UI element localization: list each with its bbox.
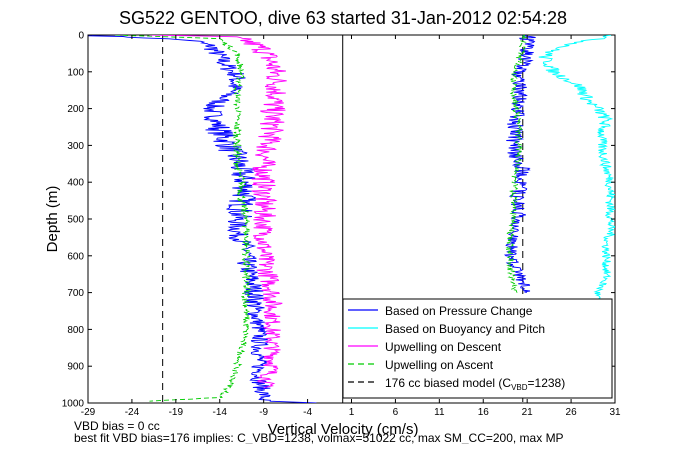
series-layer	[88, 35, 615, 403]
y-tick-label: 1000	[62, 399, 85, 410]
y-tick-label: 800	[67, 325, 84, 336]
x-tick-label: -29	[81, 407, 96, 418]
legend-label: Upwelling on Descent	[385, 340, 502, 354]
x-tick-label: 16	[478, 407, 490, 418]
y-axis-label: Depth (m)	[44, 186, 61, 253]
series-line	[115, 35, 252, 402]
x-tick-label: -9	[259, 407, 268, 418]
y-tick-label: 700	[67, 288, 84, 299]
x-tick-label: -19	[169, 407, 184, 418]
legend-label: Based on Pressure Change	[385, 304, 533, 318]
y-tick-label: 200	[67, 104, 84, 115]
y-tick-label: 100	[67, 67, 84, 78]
series-line	[538, 35, 615, 301]
y-tick-label: 300	[67, 141, 84, 152]
x-axis-label: Vertical Velocity (cm/s)	[268, 421, 419, 438]
y-tick-label: 900	[67, 362, 84, 373]
y-tick-label: 400	[67, 178, 84, 189]
legend-box	[342, 298, 613, 399]
footer-notes: VBD bias = 0 cc best fit VBD bias=176 im…	[74, 420, 681, 444]
axis-ticks: -29 -24 -19 -14 -9 -4 1 6 11 16 21 26 31010020030040…	[62, 31, 621, 419]
y-tick-label: 600	[67, 251, 84, 262]
footer-vbd-bias: VBD bias = 0 cc	[74, 420, 160, 433]
x-tick-label: 21	[522, 407, 534, 418]
series-line	[149, 35, 287, 389]
legend-label: Based on Buoyancy and Pitch	[385, 322, 545, 336]
series-line	[88, 35, 317, 403]
legend-label: 176 cc biased model (CVBD=1238)	[385, 376, 565, 392]
series-line	[505, 35, 528, 293]
x-tick-label: 6	[393, 407, 399, 418]
x-tick-label: 31	[609, 407, 621, 418]
x-tick-label: 11	[434, 407, 445, 418]
series-line	[504, 35, 536, 294]
y-tick-label: 0	[78, 31, 84, 42]
legend: Based on Pressure Change Based on Buoyanc…	[342, 298, 613, 399]
x-tick-label: -4	[303, 407, 312, 418]
x-tick-label: -14	[213, 407, 228, 418]
x-tick-label: 26	[566, 407, 578, 418]
legend-label: Upwelling on Ascent	[385, 358, 494, 372]
x-tick-label: -24	[125, 407, 140, 418]
footer-best-fit: best fit VBD bias=176 implies: C_VBD=123…	[74, 431, 564, 444]
x-tick-label: 1	[349, 407, 355, 418]
y-tick-label: 500	[67, 215, 84, 226]
chart-title: SG522 GENTOO, dive 63 started 31-Jan-201…	[119, 8, 567, 28]
